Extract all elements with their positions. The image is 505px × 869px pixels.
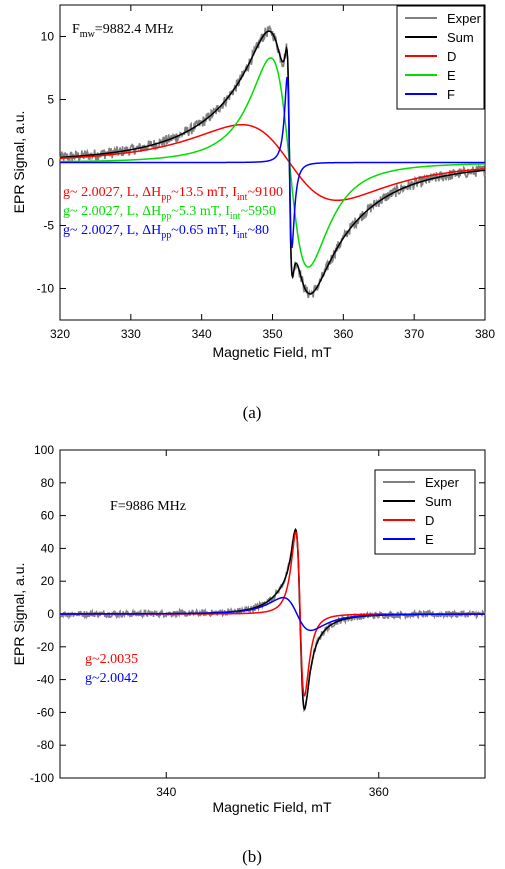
x-tick-label: 340	[192, 327, 212, 341]
y-tick-label: -20	[37, 640, 55, 654]
fit-annotation: g~ 2.0027, L, ΔHpp~13.5 mT, Iint~9100	[63, 185, 283, 203]
x-axis-label-a: Magnetic Field, mT	[212, 344, 331, 360]
axis-ticks-a: 320 330 340 350 360 370 380 -10 -5 0 5 10	[37, 5, 495, 341]
frequency-annotation-a: Fmw=9882.4 MHz	[72, 22, 173, 40]
y-tick-label: -60	[37, 705, 55, 719]
x-tick-label: 340	[156, 785, 176, 799]
series-line-e	[60, 596, 485, 632]
axis-ticks-b: 340 360 -100 -80 -60 -40 -20 0 20 40 60 80 100	[30, 443, 485, 799]
y-tick-label: -10	[37, 282, 55, 296]
y-tick-label: 100	[34, 443, 54, 457]
chart-panel-b: 340 360 -100 -80 -60 -40 -20 0 20 40 60 80 100 F=988…	[11, 443, 486, 866]
y-tick-label: 40	[41, 541, 55, 555]
panel-label-b: (b)	[242, 847, 262, 866]
series-line-e	[59, 57, 486, 268]
legend-a: Exper Sum DEF	[396, 5, 485, 110]
fit-annotation: g~ 2.0027, L, ΔHpp~5.3 mT, Iint~5950	[63, 204, 276, 222]
y-tick-label: 80	[41, 476, 55, 490]
plot-area-b	[59, 527, 486, 713]
series-line-d	[59, 123, 486, 202]
series-line-exper	[59, 25, 486, 299]
legend-label-d: D	[425, 513, 434, 528]
x-tick-label: 360	[333, 327, 353, 341]
y-tick-label: 20	[41, 574, 55, 588]
y-tick-label: 5	[47, 93, 54, 107]
fit-annotations-b: g~2.0035 g~2.0042	[85, 652, 138, 686]
x-tick-label: 360	[369, 785, 389, 799]
x-tick-label: 380	[475, 327, 495, 341]
legend-label-sum: Sum	[425, 494, 452, 509]
plot-area-a	[59, 25, 486, 299]
y-tick-label: -100	[30, 771, 54, 785]
y-axis-label-a: EPR Signal, a.u.	[11, 111, 27, 214]
fit-annotation: g~2.0042	[85, 671, 138, 686]
legend-label-exper: Exper	[425, 475, 460, 490]
legend-label-f: F	[447, 87, 455, 102]
y-tick-label: 0	[47, 607, 54, 621]
y-tick-label: 10	[41, 30, 55, 44]
legend-label-exper: Exper	[447, 11, 482, 26]
panel-label-a: (a)	[243, 403, 262, 422]
y-tick-label: -40	[37, 673, 55, 687]
x-tick-label: 350	[262, 327, 282, 341]
fit-annotation: g~2.0035	[85, 652, 138, 667]
legend-label-e: E	[447, 68, 456, 83]
legend-b: Exper Sum DE	[374, 469, 476, 555]
chart-panel-a: 320 330 340 350 360 370 380 -10 -5 0 5 10 Fmw=9882.…	[11, 4, 495, 422]
x-tick-label: 320	[50, 327, 70, 341]
y-tick-label: 0	[47, 156, 54, 170]
legend-label-sum: Sum	[447, 30, 474, 45]
frequency-annotation-b: F=9886 MHz	[110, 499, 186, 514]
legend-label-e: E	[425, 532, 434, 547]
legend-label-d: D	[447, 49, 456, 64]
y-tick-label: 60	[41, 509, 55, 523]
y-axis-label-b: EPR Signal, a.u.	[11, 563, 27, 666]
fit-annotation: g~ 2.0027, L, ΔHpp~0.65 mT, Iint~80	[63, 223, 269, 241]
legend-box	[396, 5, 485, 110]
x-axis-label-b: Magnetic Field, mT	[212, 799, 331, 815]
series-line-sum	[59, 30, 486, 295]
x-tick-label: 370	[404, 327, 424, 341]
y-tick-label: -80	[37, 738, 55, 752]
x-tick-label: 330	[121, 327, 141, 341]
series-line-f	[60, 76, 485, 249]
y-tick-label: -5	[43, 219, 54, 233]
fit-annotations-a: g~ 2.0027, L, ΔHpp~13.5 mT, Iint~9100g~ …	[63, 185, 283, 241]
